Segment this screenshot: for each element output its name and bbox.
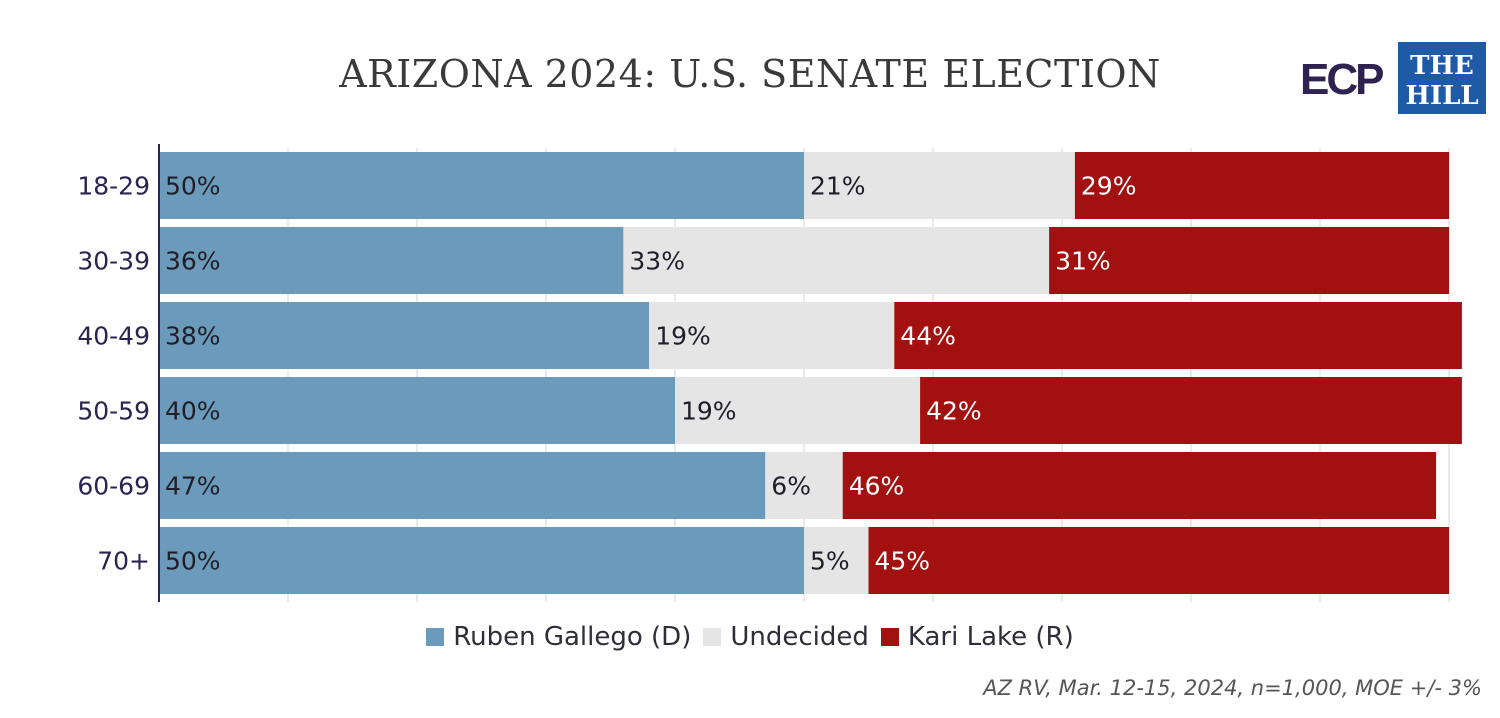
legend-swatch bbox=[703, 628, 722, 646]
bar-segment bbox=[159, 452, 766, 519]
legend-item: Undecided bbox=[703, 622, 869, 652]
legend-swatch bbox=[426, 628, 445, 646]
ecp-logo-text: ECP bbox=[1300, 55, 1383, 104]
data-label: 38% bbox=[165, 322, 221, 351]
data-label: 19% bbox=[681, 397, 737, 426]
ecp-logo: ECP bbox=[1300, 55, 1386, 104]
legend-label: Ruben Gallego (D) bbox=[453, 622, 692, 652]
legend-item: Kari Lake (R) bbox=[880, 622, 1074, 652]
data-label: 31% bbox=[1055, 247, 1111, 276]
the-hill-logo-line-1: THE bbox=[1410, 51, 1474, 81]
bar-segment bbox=[159, 302, 650, 369]
bar-segment bbox=[804, 527, 869, 594]
bar-segment bbox=[675, 377, 921, 444]
the-hill-logo: THE HILL bbox=[1398, 42, 1486, 114]
source-note: AZ RV, Mar. 12-15, 2024, n=1,000, MOE +/… bbox=[983, 676, 1482, 700]
legend-swatch bbox=[880, 628, 899, 646]
legend-label: Undecided bbox=[730, 622, 869, 652]
category-label: 30-39 bbox=[77, 247, 150, 276]
category-label: 70+ bbox=[97, 547, 150, 576]
data-label: 33% bbox=[629, 247, 685, 276]
bar-segment bbox=[804, 152, 1075, 219]
category-label: 50-59 bbox=[77, 397, 150, 426]
data-label: 21% bbox=[810, 172, 866, 201]
bar-segment bbox=[649, 302, 895, 369]
bar-segment bbox=[1049, 227, 1449, 294]
data-label: 50% bbox=[165, 547, 221, 576]
data-label: 42% bbox=[926, 397, 982, 426]
legend-label: Kari Lake (R) bbox=[907, 622, 1074, 652]
bar-segment bbox=[765, 452, 843, 519]
bar-segment bbox=[894, 302, 1462, 369]
data-label: 46% bbox=[849, 472, 905, 501]
bar-segment bbox=[842, 452, 1437, 519]
bar-segment bbox=[623, 227, 1050, 294]
the-hill-logo-line-2: HILL bbox=[1405, 81, 1478, 111]
data-label: 6% bbox=[771, 472, 811, 501]
data-label: 47% bbox=[165, 472, 221, 501]
bar-segment bbox=[159, 527, 804, 594]
bar-segment bbox=[920, 377, 1462, 444]
data-label: 44% bbox=[900, 322, 956, 351]
data-label: 19% bbox=[655, 322, 711, 351]
data-label: 50% bbox=[165, 172, 221, 201]
legend-item: Ruben Gallego (D) bbox=[426, 622, 691, 652]
category-label: 60-69 bbox=[77, 472, 150, 501]
legend: Ruben Gallego (D) Undecided Kari Lake (R) bbox=[0, 622, 1500, 652]
data-label: 36% bbox=[165, 247, 221, 276]
bar-segment bbox=[159, 227, 624, 294]
bar-segment bbox=[1074, 152, 1449, 219]
the-hill-logo-background bbox=[1398, 42, 1486, 114]
bar-segment bbox=[159, 377, 675, 444]
chart-title: ARIZONA 2024: U.S. SENATE ELECTION bbox=[339, 52, 1161, 96]
data-label: 5% bbox=[810, 547, 850, 576]
data-label: 45% bbox=[875, 547, 931, 576]
bar-segment bbox=[868, 527, 1449, 594]
category-label: 18-29 bbox=[77, 172, 150, 201]
data-label: 29% bbox=[1081, 172, 1137, 201]
data-label: 40% bbox=[165, 397, 221, 426]
category-label: 40-49 bbox=[77, 322, 150, 351]
bar-segment bbox=[159, 152, 804, 219]
